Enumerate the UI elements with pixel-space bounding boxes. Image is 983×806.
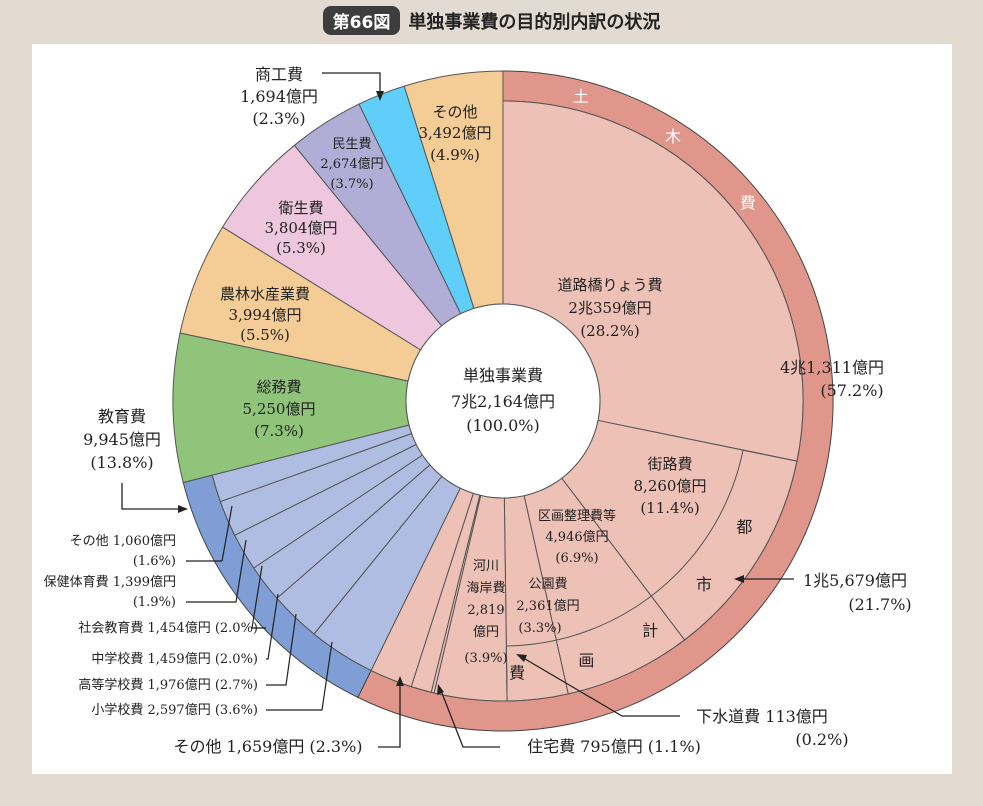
slice-pct-label: (28.2%) — [580, 322, 639, 340]
slice-name-label: 道路橋りょう費 — [557, 276, 662, 294]
center-label-title: 単独事業費 — [463, 366, 543, 385]
arrowhead — [734, 575, 744, 583]
slice-name-label: 街路費 — [647, 455, 692, 473]
band-char-city-planning: 都 — [736, 517, 752, 536]
education-sub-label: 高等学校費 1,976億円 (2.7%) — [78, 677, 258, 693]
civil-total-value: 4兆1,311億円 — [780, 358, 884, 377]
slice-value-label: 2,361億円 — [516, 598, 579, 614]
slice-value-label: 2兆359億円 — [568, 299, 651, 317]
band-char-city-planning: 市 — [696, 575, 712, 594]
slice-name-label: 農林水産業費 — [220, 285, 310, 303]
sewer-pct: (0.2%) — [795, 730, 848, 749]
center-label-pct: (100.0%) — [466, 416, 540, 435]
education-sub-label: その他 1,060億円 — [70, 533, 176, 549]
slice-pct-label: (5.3%) — [276, 239, 326, 257]
slice-value-label: 8,260億円 — [634, 477, 707, 495]
slice-name-label: 公園費 — [528, 577, 567, 592]
leader-line-education-sub — [251, 565, 266, 629]
slice-value-label: 3,492億円 — [419, 124, 492, 142]
arrowhead — [516, 654, 527, 662]
chart-panel: 単独事業費 7兆2,164億円 (100.0%) 土木費都市計画費道路橋りょう費 2兆3… — [32, 44, 952, 774]
civil-total-pct: (57.2%) — [820, 381, 883, 400]
education-sub-label: 小学校費 2,597億円 (3.6%) — [91, 702, 258, 718]
leader-line-sewer — [519, 655, 680, 717]
arrowhead — [396, 676, 404, 686]
ring-char-civil: 費 — [740, 194, 756, 213]
city-planning-total-pct: (21.7%) — [848, 595, 911, 614]
city-planning-total-value: 1兆5,679億円 — [803, 571, 907, 590]
leader-line-housing — [439, 687, 500, 748]
slice-name-label-part: 海岸費 — [466, 581, 505, 596]
slice-pct-label: (11.4%) — [640, 499, 699, 517]
slice-value-label-part: 億円 — [473, 624, 499, 640]
education-sub-pct: (1.6%) — [133, 554, 176, 569]
city-planning-divider — [742, 449, 798, 462]
slice-pct-label: (7.3%) — [254, 422, 304, 440]
slice-pct-label: (3.7%) — [330, 177, 373, 192]
figure-number-badge: 第66図 — [322, 6, 401, 35]
figure-title: 単独事業費の目的別内訳の状況 — [408, 11, 661, 33]
slice-pct-label: (5.5%) — [240, 326, 290, 344]
arrowhead — [437, 684, 444, 695]
leader-line-education — [121, 483, 183, 510]
ring-char-civil: 土 — [573, 87, 589, 106]
center-label-total: 7兆2,164億円 — [451, 392, 555, 411]
band-char-city-planning: 計 — [642, 621, 658, 640]
slice-name-label-part: 河川 — [473, 559, 499, 574]
slice-value-label: 2,674億円 — [320, 156, 383, 172]
civil-other-label: その他 1,659億円 (2.3%) — [173, 737, 362, 756]
band-char-city-planning: 画 — [578, 651, 594, 670]
leader-line-education-sub — [266, 641, 333, 711]
commerce-label-value: 1,694億円 — [240, 87, 318, 106]
ring-char-civil: 木 — [665, 127, 681, 146]
slice-pct-label: (3.9%) — [464, 651, 507, 666]
sewer-label: 下水道費 113億円 — [696, 707, 828, 726]
commerce-label-pct: (2.3%) — [252, 109, 305, 128]
figure-title-bar: 第66図 単独事業費の目的別内訳の状況 — [0, 6, 983, 36]
center-hole — [405, 303, 601, 499]
arrowhead — [376, 91, 384, 101]
education-value: 9,945億円 — [83, 430, 161, 449]
slice-pct-label: (3.3%) — [518, 621, 561, 636]
slice-name-label: 衛生費 — [278, 199, 323, 217]
housing-label: 住宅費 795億円 (1.1%) — [527, 737, 701, 756]
commerce-label-name: 商工費 — [255, 65, 303, 84]
leader-line-education-sub — [186, 539, 247, 603]
leader-line-education-sub — [266, 613, 297, 686]
slice-value-label-part: 2,819 — [467, 603, 504, 618]
leader-line-civil-other — [378, 680, 401, 748]
education-sub-label: 保健体育費 1,399億円 — [44, 574, 176, 590]
slice-value-label: 5,250億円 — [243, 400, 316, 418]
slice-pct-label: (6.9%) — [555, 551, 598, 566]
slice-value-label: 3,994億円 — [229, 306, 302, 324]
education-pct: (13.8%) — [90, 453, 153, 472]
leader-line-commerce — [322, 72, 381, 98]
leader-line-education-sub — [186, 505, 233, 562]
slice-name-label: 区画整理費等 — [538, 508, 616, 524]
band-char-city-planning: 費 — [509, 664, 525, 683]
slice-value-label: 4,946億円 — [545, 529, 608, 545]
slice-name-label: 総務費 — [256, 378, 301, 396]
city-planning-divider — [505, 645, 508, 701]
slice-name-label: 民生費 — [332, 137, 371, 152]
education-name: 教育費 — [98, 407, 146, 426]
slice-value-label: 3,804億円 — [265, 219, 338, 237]
education-sub-label: 社会教育費 1,454億円 (2.0%) — [78, 620, 258, 636]
education-sub-label: 中学校費 1,459億円 (2.0%) — [91, 651, 258, 667]
leader-line-education-sub — [266, 593, 279, 660]
slice-name-label: その他 — [432, 103, 477, 121]
education-sub-pct: (1.9%) — [133, 595, 176, 610]
slice-pct-label: (4.9%) — [430, 146, 480, 164]
arrowhead — [178, 505, 188, 513]
city-planning-arc — [506, 450, 744, 647]
pie-chart: 単独事業費7兆2,164億円(100.0%)土木費都市計画費道路橋りょう費2兆3… — [44, 65, 912, 756]
